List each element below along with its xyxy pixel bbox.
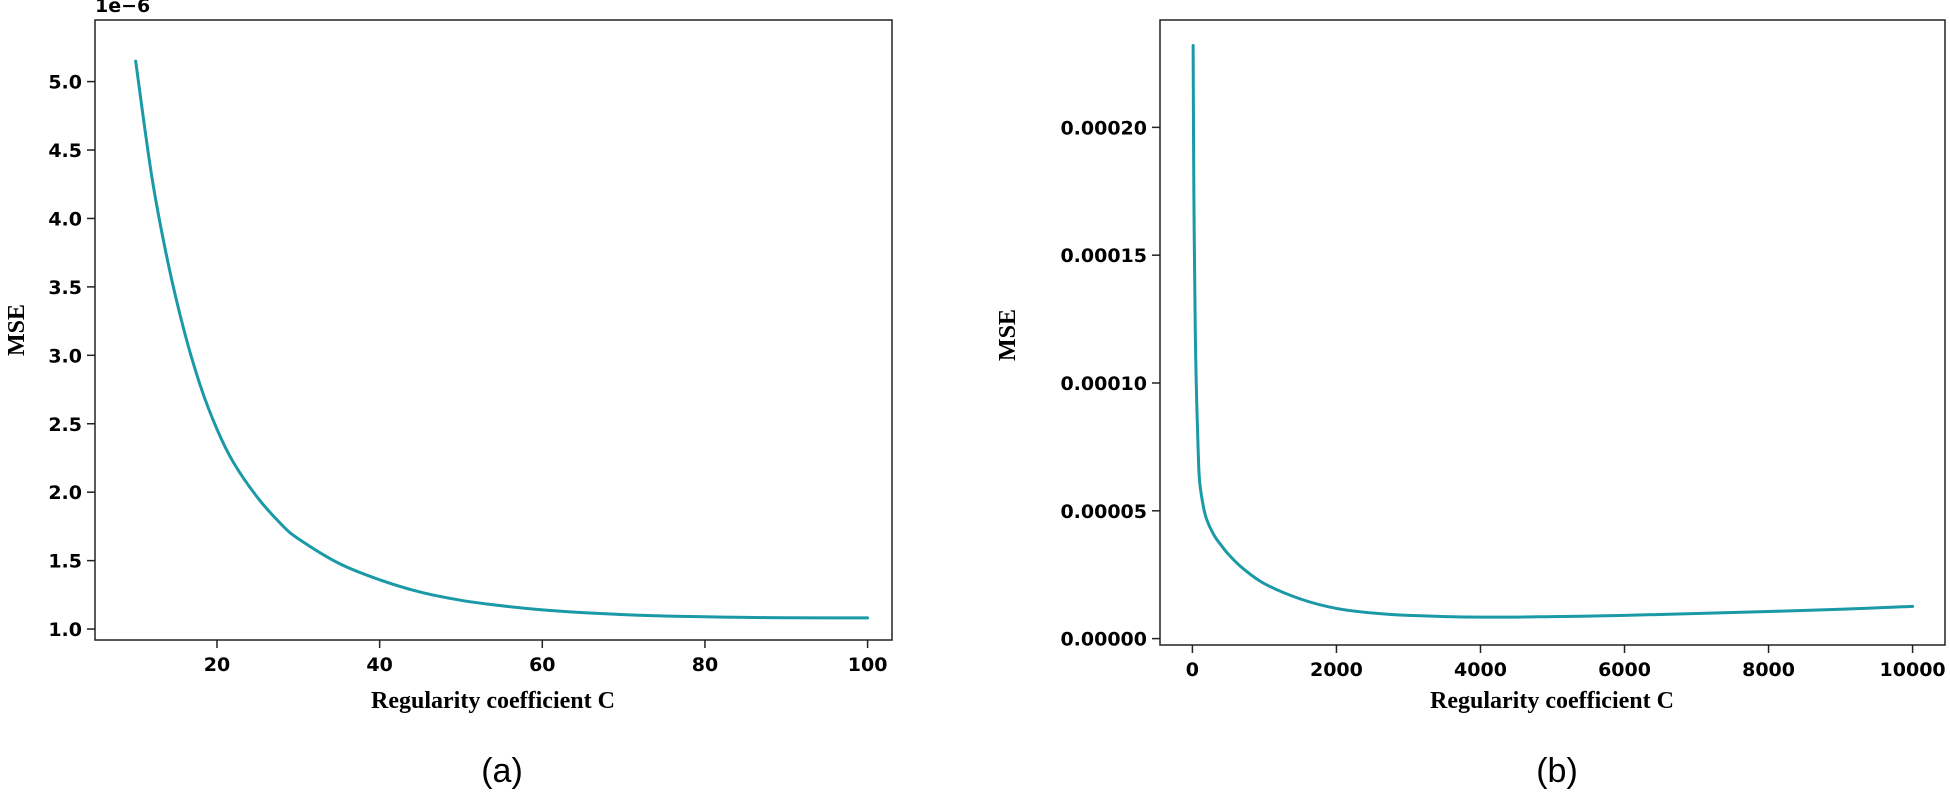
x-axis-title-b: Regularity coefficient C: [1430, 688, 1674, 714]
ticks-b: 0 2000 4000 6000 8000 10000 0.00000 0.00005 0.00…: [1060, 117, 1945, 681]
y-tick-label-a: 3.5: [48, 277, 82, 299]
y-tick-label-a: 4.0: [48, 208, 82, 230]
x-tick-label-b: 8000: [1742, 659, 1795, 681]
x-tick-label-b: 10000: [1880, 659, 1946, 681]
y-tick-label-b: 0.00020: [1060, 117, 1147, 139]
x-tick-label-b: 6000: [1598, 659, 1651, 681]
mse-curve-a: [134, 59, 870, 620]
plot-frame-b: [1159, 19, 1946, 646]
x-tick-label-a: 60: [529, 654, 555, 676]
y-tick-label-a: 2.5: [48, 414, 82, 436]
caption-a: (a): [481, 752, 523, 790]
y-tick-label-a: 5.0: [48, 72, 82, 94]
x-tick-label-a: 100: [848, 654, 888, 676]
y-tick-label-a: 4.5: [48, 140, 82, 162]
y-tick-label-b: 0.00010: [1060, 373, 1147, 395]
x-axis-title-a: Regularity coefficient C: [371, 688, 615, 714]
y-tick-label-a: 2.0: [48, 482, 82, 504]
x-tick-label-b: 0: [1186, 659, 1199, 681]
y-tick-label-b: 0.00000: [1060, 629, 1147, 651]
x-tick-label-a: 40: [366, 654, 392, 676]
ticks-a: 20 40 60 80 100 1.0 1.5 2.0 2.5 3.0 3.5 4.0 4.5 5.0: [48, 72, 887, 676]
x-tick-label-b: 2000: [1310, 659, 1363, 681]
panel-b: 0 2000 4000 6000 8000 10000 0.00000 0.00005 0.00…: [995, 19, 1946, 790]
y-tick-label-b: 0.00015: [1060, 245, 1147, 267]
y-axis-title-a: MSE: [4, 304, 30, 356]
y-tick-label-a: 1.0: [48, 619, 82, 641]
plot-frame-a: [94, 19, 893, 641]
y-offset-label-a: 1e−6: [95, 0, 150, 17]
caption-b: (b): [1536, 752, 1578, 790]
y-tick-label-b: 0.00005: [1060, 501, 1147, 523]
panel-a: 20 40 60 80 100 1.0 1.5 2.0 2.5 3.0 3.5 4.0 4.5 5.0 1…: [4, 0, 893, 790]
x-tick-label-a: 80: [692, 654, 718, 676]
y-axis-title-b: MSE: [995, 309, 1021, 361]
y-tick-label-a: 1.5: [48, 551, 82, 573]
x-tick-label-a: 20: [204, 654, 230, 676]
y-tick-label-a: 3.0: [48, 345, 82, 367]
x-tick-label-b: 4000: [1454, 659, 1507, 681]
mse-curve-b: [1191, 44, 1915, 619]
